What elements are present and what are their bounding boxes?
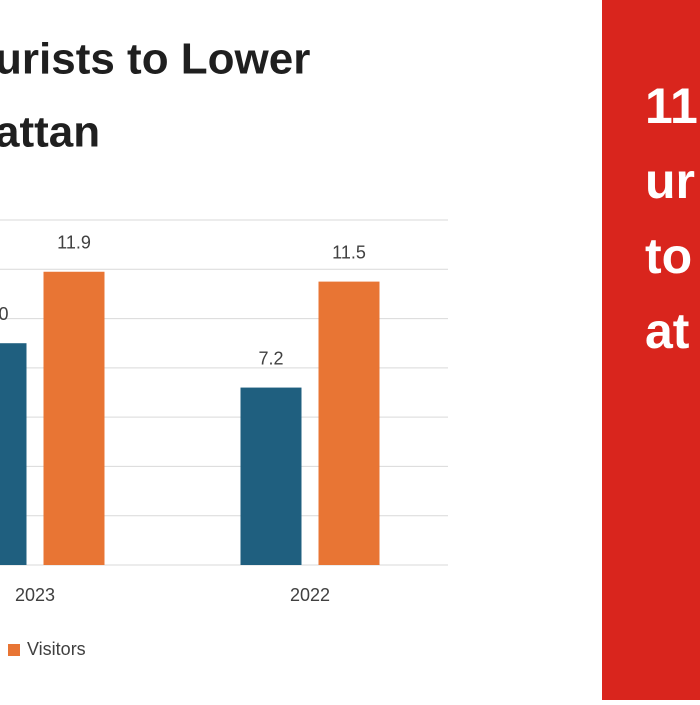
chart-title: urists to Lower <box>0 35 310 84</box>
panel-text: at <box>645 303 690 359</box>
x-tick-label: 2023 <box>15 585 55 605</box>
panel-text: ur <box>645 153 695 209</box>
value-label: 11.5 <box>332 242 366 262</box>
side-panel <box>602 0 700 700</box>
value-label: 11.9 <box>57 233 91 253</box>
panel-text: to <box>645 228 692 284</box>
legend-label: Visitors <box>27 639 86 659</box>
panel-text: 11 <box>645 78 698 134</box>
x-tick-label: 2022 <box>290 585 330 605</box>
value-label: 9.0 <box>0 304 9 324</box>
bar <box>318 281 380 565</box>
bar <box>0 343 27 565</box>
bar <box>43 271 105 565</box>
chart-title: attan <box>0 108 100 157</box>
value-label: 7.2 <box>258 348 283 368</box>
bar <box>240 387 302 565</box>
legend-swatch <box>8 644 20 656</box>
